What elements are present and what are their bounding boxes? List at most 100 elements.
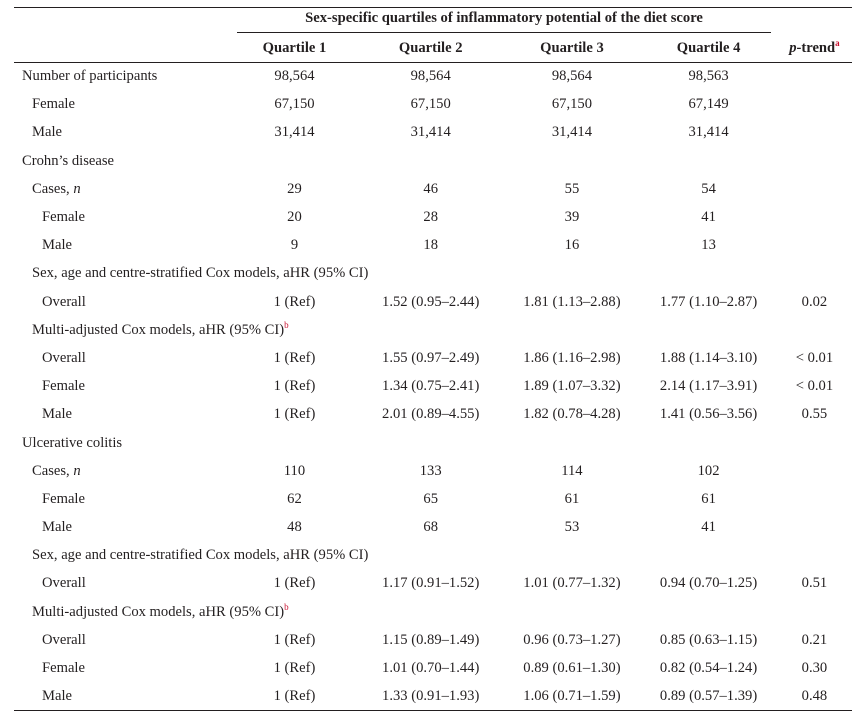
cell-quartile-2: 98,564 [410, 68, 451, 85]
cell-p-trend [777, 429, 852, 457]
cell-quartile-1: 1 (Ref) [273, 660, 316, 677]
row-label: Cases, n [32, 462, 81, 479]
cell-p-trend [777, 175, 852, 203]
cell-quartile-3: 61 [564, 490, 580, 507]
cell-quartile-2: 1.33 (0.91–1.93) [357, 682, 504, 712]
cell-quartile-3 [504, 147, 641, 175]
cell-quartile-3: 39 [564, 209, 580, 226]
cell-quartile-1 [231, 147, 358, 175]
cell-quartile-2: 1.52 (0.95–2.44) [382, 293, 480, 310]
table-row: Male 1 (Ref) 2.01 (0.89–4.55) 1.82 (0.78–4.… [14, 401, 852, 429]
row-label: Male [42, 406, 72, 423]
cell-quartile-3: 31,414 [551, 124, 592, 141]
cell-quartile-1: 98,564 [274, 68, 315, 85]
cell-quartile-3: 1.01 (0.77–1.32) [523, 575, 621, 592]
row-label: Overall [42, 293, 86, 310]
quartiles-span-header: Sex-specific quartiles of inflammatory p… [237, 10, 771, 33]
col-quartile-3: Quartile 3 [503, 35, 641, 63]
cell-quartile-4: 1.88 (1.14–3.10) [659, 349, 758, 366]
cell-quartile-4: 1.77 (1.10–2.87) [659, 293, 758, 310]
cell-quartile-4: 98,563 [688, 68, 729, 85]
cell-quartile-4: 0.82 (0.54–1.24) [659, 660, 758, 677]
cell-quartile-1: 1 (Ref) [273, 631, 316, 648]
cell-quartile-4: 1.41 (0.56–3.56) [659, 406, 758, 423]
cell-quartile-4: 61 [701, 490, 716, 507]
cell-quartile-1: 48 [287, 519, 302, 536]
cell-quartile-2: 67,150 [410, 96, 451, 113]
cell-quartile-1: 62 [287, 490, 302, 507]
cell-quartile-2 [358, 429, 504, 457]
row-label: Multi-adjusted Cox models, aHR (95% CI)b [32, 601, 289, 620]
cell-p-trend [777, 316, 852, 344]
header-row-1: Sex-specific quartiles of inflammatory p… [14, 7, 852, 35]
table-row: Cases, n 110 133 114 102 [14, 457, 852, 485]
cell-quartile-3: 114 [561, 462, 583, 479]
cell-quartile-2: 133 [419, 462, 442, 479]
cell-p-trend [777, 514, 852, 542]
cell-quartile-4: 41 [701, 209, 716, 226]
cell-p-trend [777, 63, 852, 91]
table-row: Sex, age and centre-stratified Cox model… [14, 260, 852, 288]
cell-quartile-3 [504, 429, 641, 457]
cell-quartile-4: 67,149 [688, 96, 729, 113]
row-label: Number of participants [22, 68, 158, 85]
row-label: Female [42, 660, 85, 677]
cell-quartile-3: 1.86 (1.16–2.98) [523, 349, 621, 366]
cell-quartile-2: 46 [423, 180, 438, 197]
row-label: Female [42, 209, 85, 226]
cell-quartile-1: 1 (Ref) [273, 406, 316, 423]
cell-quartile-4: 31,414 [688, 124, 729, 141]
cell-quartile-3: 1.81 (1.13–2.88) [523, 293, 621, 310]
cell-quartile-2: 28 [423, 209, 438, 226]
col-quartile-2: Quartile 2 [357, 35, 504, 63]
cell-quartile-2: 2.01 (0.89–4.55) [382, 406, 480, 423]
table-row: Sex, age and centre-stratified Cox model… [14, 542, 852, 570]
table-row: Multi-adjusted Cox models, aHR (95% CI)b [14, 316, 852, 344]
col-quartile-4: Quartile 4 [640, 35, 777, 63]
cell-p-trend: 0.55 [801, 406, 828, 423]
cell-p-trend: 0.30 [801, 660, 828, 677]
cell-quartile-4: 13 [701, 237, 716, 254]
cell-quartile-3: 0.89 (0.61–1.30) [523, 660, 621, 677]
cell-quartile-3: 1.06 (0.71–1.59) [503, 682, 641, 712]
cell-quartile-1: 31,414 [274, 124, 315, 141]
cell-p-trend [777, 485, 852, 513]
cell-p-trend: < 0.01 [795, 378, 834, 395]
cell-quartile-2: 1.55 (0.97–2.49) [382, 349, 480, 366]
table-row: Female 67,150 67,150 67,150 67,149 [14, 91, 852, 119]
cell-quartile-1: 1 (Ref) [273, 575, 316, 592]
col-p-trend: p-trenda [776, 35, 852, 63]
cell-quartile-3: 1.89 (1.07–3.32) [523, 378, 621, 395]
cell-quartile-4: 0.85 (0.63–1.15) [659, 631, 758, 648]
table-row: Overall 1 (Ref) 1.15 (0.89–1.49) 0.96 (0.73… [14, 626, 852, 654]
cell-quartile-4: 0.89 (0.57–1.39) [640, 682, 777, 712]
table-row: Overall 1 (Ref) 1.17 (0.91–1.52) 1.01 (0.77… [14, 570, 852, 598]
cell-quartile-4: 102 [697, 462, 720, 479]
table-body: Number of participants 98,564 98,564 98,564… [14, 63, 852, 712]
table-row: Male 48 68 53 41 [14, 514, 852, 542]
cell-quartile-2: 1.17 (0.91–1.52) [382, 575, 480, 592]
cell-quartile-4: 41 [701, 519, 716, 536]
cell-p-trend: 0.21 [801, 631, 828, 648]
cell-quartile-1: 1 (Ref) [273, 293, 316, 310]
row-label: Male [14, 682, 232, 712]
table-row: Female 1 (Ref) 1.34 (0.75–2.41) 1.89 (1.07–… [14, 373, 852, 401]
cell-quartile-3: 53 [564, 519, 580, 536]
row-label: Male [42, 519, 72, 536]
cell-quartile-4: 0.94 (0.70–1.25) [659, 575, 758, 592]
cell-quartile-3: 1.82 (0.78–4.28) [523, 406, 621, 423]
table-row: Male 9 18 16 13 [14, 232, 852, 260]
cell-p-trend [777, 119, 852, 147]
cell-p-trend [777, 260, 852, 288]
cell-quartile-2: 18 [423, 237, 438, 254]
row-label: Crohn’s disease [22, 152, 115, 169]
cell-quartile-3: 0.96 (0.73–1.27) [523, 631, 621, 648]
table-row: Overall 1 (Ref) 1.55 (0.97–2.49) 1.86 (1.16… [14, 344, 852, 372]
cell-p-trend: < 0.01 [795, 349, 834, 366]
cell-p-trend [777, 232, 852, 260]
cell-p-trend [777, 457, 852, 485]
cell-quartile-2: 68 [423, 519, 438, 536]
cell-quartile-4 [640, 147, 777, 175]
table-row: Overall 1 (Ref) 1.52 (0.95–2.44) 1.81 (1.13… [14, 288, 852, 316]
row-label: Cases, n [32, 180, 81, 197]
